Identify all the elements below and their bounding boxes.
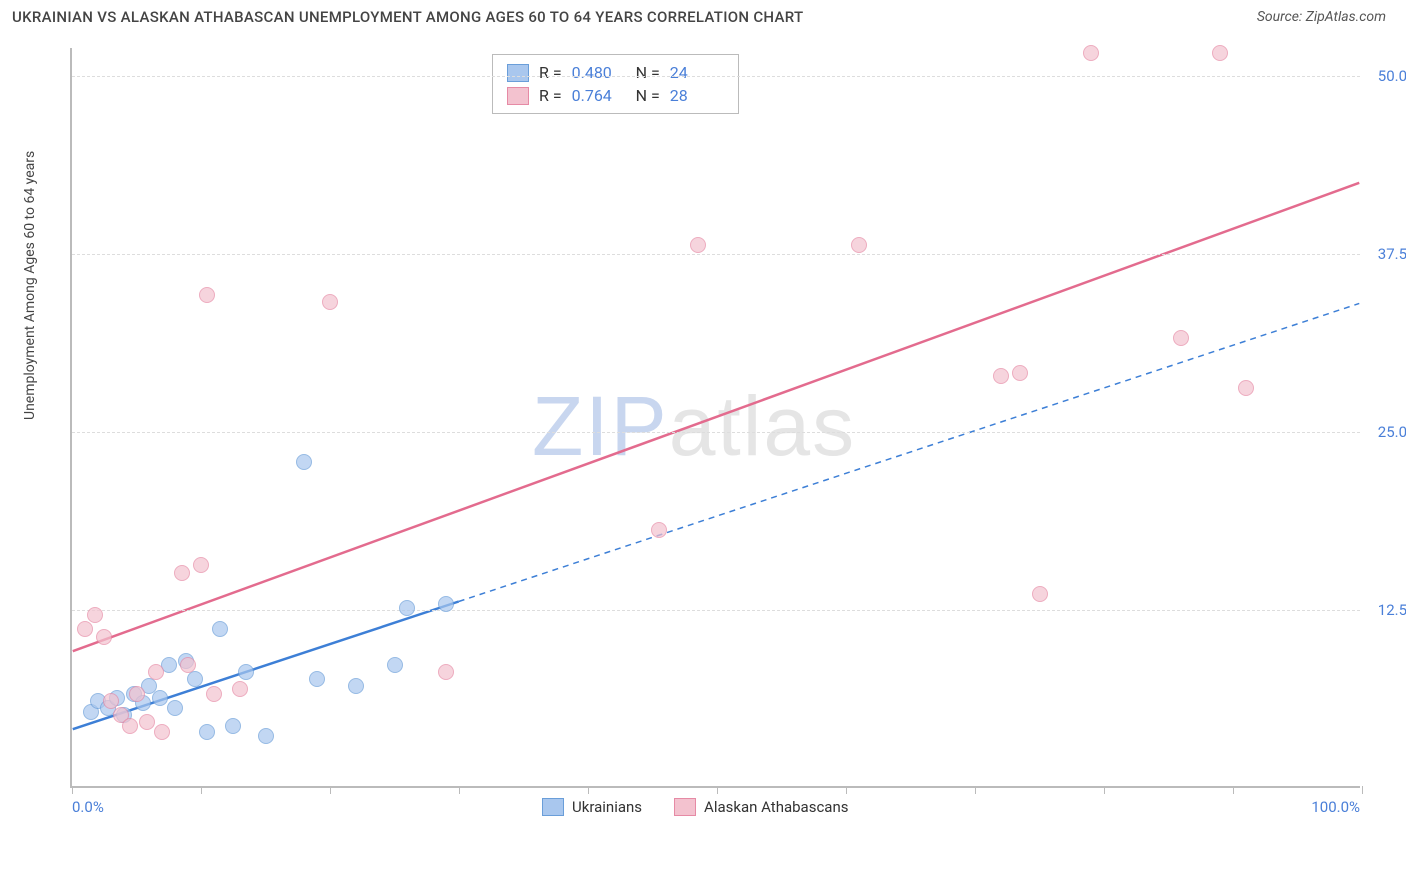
gridline (72, 254, 1360, 255)
data-point (1238, 380, 1254, 396)
r-label: R = (539, 86, 562, 105)
x-tick (201, 786, 202, 794)
chart-title: UKRAINIAN VS ALASKAN ATHABASCAN UNEMPLOY… (12, 8, 803, 26)
plot-area: ZIPatlas R =0.480N =24R =0.764N =28 0.0%… (70, 48, 1360, 788)
data-point (212, 621, 228, 637)
x-axis-min-label: 0.0% (72, 798, 104, 816)
gridline (72, 432, 1360, 433)
y-axis-label: Unemployment Among Ages 60 to 64 years (22, 151, 38, 420)
legend-swatch (507, 87, 529, 105)
n-value: 24 (670, 63, 724, 82)
data-point (232, 681, 248, 697)
x-axis-max-label: 100.0% (1311, 798, 1360, 816)
data-point (258, 728, 274, 744)
data-point (139, 714, 155, 730)
data-point (322, 294, 338, 310)
legend-label: Ukrainians (572, 798, 642, 816)
data-point (651, 522, 667, 538)
data-point (206, 686, 222, 702)
data-point (438, 596, 454, 612)
series-legend: Ukrainians Alaskan Athabascans (542, 798, 849, 816)
x-tick (1233, 786, 1234, 794)
data-point (438, 664, 454, 680)
data-point (187, 671, 203, 687)
data-point (148, 664, 164, 680)
data-point (1173, 330, 1189, 346)
data-point (387, 657, 403, 673)
data-point (348, 678, 364, 694)
x-tick (72, 786, 73, 794)
data-point (296, 454, 312, 470)
data-point (174, 565, 190, 581)
r-value: 0.480 (572, 63, 626, 82)
x-tick (1362, 786, 1363, 794)
data-point (180, 657, 196, 673)
x-tick (1104, 786, 1105, 794)
y-tick-label: 50.0% (1378, 67, 1406, 85)
data-point (152, 690, 168, 706)
data-point (238, 664, 254, 680)
correlation-stats-box: R = 0.480 N = 24 R = 0.764 N = 28 (492, 54, 739, 114)
r-label: R = (539, 63, 562, 82)
n-label: N = (636, 86, 660, 105)
gridline (72, 610, 1360, 611)
chart-container: Unemployment Among Ages 60 to 64 years Z… (40, 40, 1390, 830)
header: UKRAINIAN VS ALASKAN ATHABASCAN UNEMPLOY… (0, 0, 1406, 36)
data-point (225, 718, 241, 734)
data-point (309, 671, 325, 687)
data-point (199, 724, 215, 740)
data-point (154, 724, 170, 740)
x-tick (846, 786, 847, 794)
data-point (167, 700, 183, 716)
data-point (122, 718, 138, 734)
r-value: 0.764 (572, 86, 626, 105)
x-tick (717, 786, 718, 794)
legend-swatch (674, 798, 696, 816)
data-point (851, 237, 867, 253)
data-point (103, 693, 119, 709)
data-point (399, 600, 415, 616)
n-label: N = (636, 63, 660, 82)
data-point (1012, 365, 1028, 381)
y-tick-label: 12.5% (1378, 601, 1406, 619)
x-tick (330, 786, 331, 794)
legend-item: Alaskan Athabascans (674, 798, 848, 816)
data-point (1083, 45, 1099, 61)
gridline (72, 76, 1360, 77)
n-value: 28 (670, 86, 724, 105)
data-point (193, 557, 209, 573)
legend-swatch (542, 798, 564, 816)
x-tick (975, 786, 976, 794)
source-attribution: Source: ZipAtlas.com (1257, 9, 1386, 25)
x-tick (459, 786, 460, 794)
stats-row: R = 0.480 N = 24 (507, 61, 724, 84)
data-point (690, 237, 706, 253)
legend-label: Alaskan Athabascans (704, 798, 848, 816)
y-tick-label: 37.5% (1378, 245, 1406, 263)
legend-item: Ukrainians (542, 798, 642, 816)
data-point (77, 621, 93, 637)
stats-row: R = 0.764 N = 28 (507, 84, 724, 107)
data-point (96, 629, 112, 645)
legend-swatch (507, 64, 529, 82)
data-point (129, 686, 145, 702)
trend-lines-layer (72, 48, 1360, 786)
data-point (87, 607, 103, 623)
data-point (993, 368, 1009, 384)
watermark: ZIPatlas (532, 378, 856, 475)
data-point (1212, 45, 1228, 61)
data-point (1032, 586, 1048, 602)
data-point (199, 287, 215, 303)
y-tick-label: 25.0% (1378, 423, 1406, 441)
x-tick (588, 786, 589, 794)
